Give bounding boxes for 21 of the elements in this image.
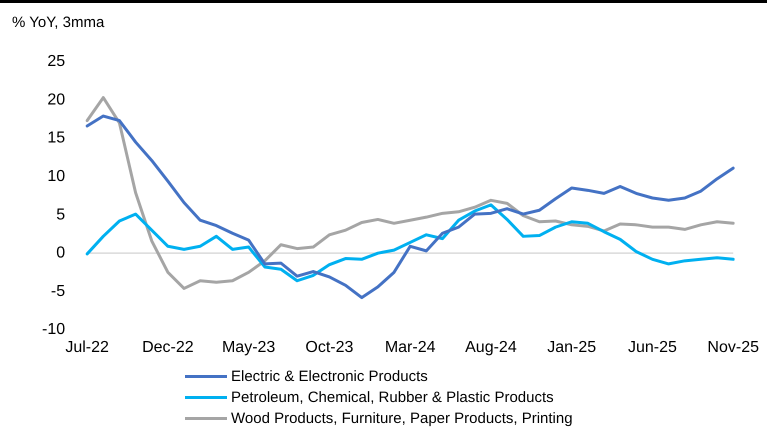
x-tick-label: Nov-25 (707, 338, 760, 356)
y-tick-label: -10 (42, 321, 66, 338)
x-tick-label: Dec-22 (142, 338, 194, 356)
legend-label: Petroleum, Chemical, Rubber & Plastic Products (231, 389, 554, 406)
x-tick-label: Aug-24 (465, 338, 517, 356)
y-tick-label: 10 (47, 168, 66, 185)
y-axis-title: % YoY, 3mma (12, 14, 104, 31)
x-tick-label: Mar-24 (384, 338, 436, 356)
legend-label: Wood Products, Furniture, Paper Products, Printing (231, 410, 573, 427)
y-tick-label: 5 (56, 206, 66, 224)
y-tick-label: 25 (47, 53, 66, 70)
x-tick-label: Jun-25 (628, 338, 678, 356)
y-tick-label: -5 (50, 282, 66, 300)
x-tick-label: Oct-23 (305, 338, 354, 356)
y-tick-label: 20 (47, 91, 66, 108)
legend-label: Electric & Electronic Products (231, 368, 428, 385)
y-tick-label: 0 (56, 244, 66, 262)
x-tick-label: Jul-22 (65, 338, 110, 356)
x-tick-label: Jan-25 (547, 338, 596, 356)
y-tick-label: 15 (47, 130, 66, 147)
x-tick-label: May-23 (222, 338, 276, 356)
